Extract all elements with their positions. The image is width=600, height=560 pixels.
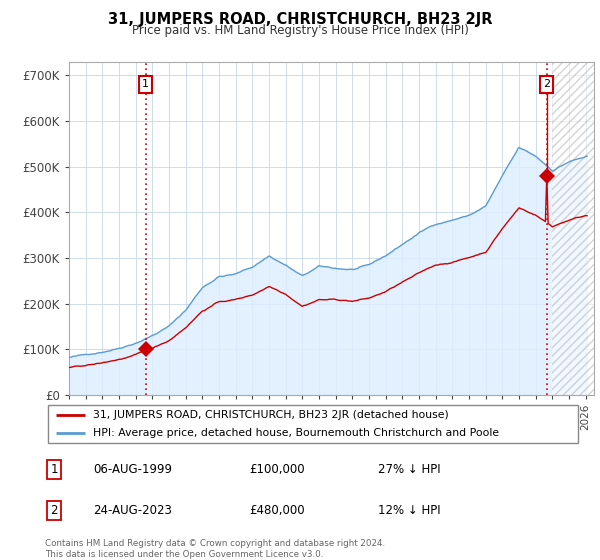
Text: 2: 2 [543, 80, 550, 90]
FancyBboxPatch shape [47, 405, 578, 443]
Text: HPI: Average price, detached house, Bournemouth Christchurch and Poole: HPI: Average price, detached house, Bour… [94, 428, 499, 438]
Text: Price paid vs. HM Land Registry's House Price Index (HPI): Price paid vs. HM Land Registry's House … [131, 24, 469, 37]
Text: 24-AUG-2023: 24-AUG-2023 [94, 504, 172, 517]
Text: 2: 2 [50, 504, 58, 517]
Text: 1: 1 [142, 80, 149, 90]
Text: 12% ↓ HPI: 12% ↓ HPI [378, 504, 440, 517]
Text: 1: 1 [50, 463, 58, 476]
Text: 31, JUMPERS ROAD, CHRISTCHURCH, BH23 2JR (detached house): 31, JUMPERS ROAD, CHRISTCHURCH, BH23 2JR… [94, 410, 449, 420]
Text: 06-AUG-1999: 06-AUG-1999 [94, 463, 172, 476]
Text: £480,000: £480,000 [249, 504, 305, 517]
Text: 31, JUMPERS ROAD, CHRISTCHURCH, BH23 2JR: 31, JUMPERS ROAD, CHRISTCHURCH, BH23 2JR [108, 12, 492, 27]
Text: £100,000: £100,000 [249, 463, 305, 476]
Text: Contains HM Land Registry data © Crown copyright and database right 2024.
This d: Contains HM Land Registry data © Crown c… [45, 539, 385, 559]
Text: 27% ↓ HPI: 27% ↓ HPI [378, 463, 440, 476]
